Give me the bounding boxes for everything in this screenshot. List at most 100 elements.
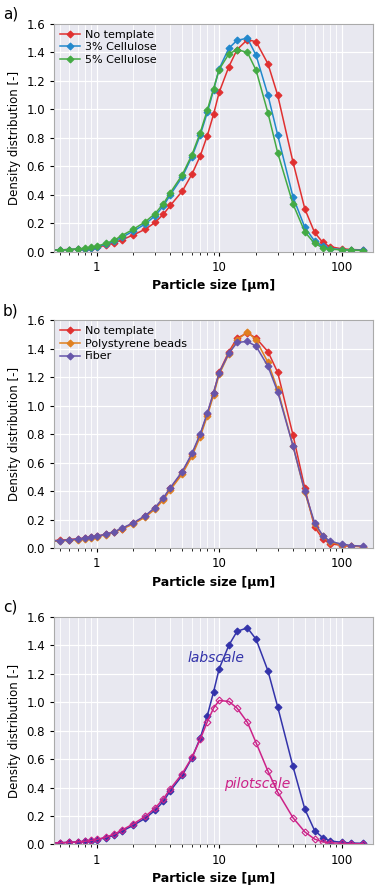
No template <box>46 535 50 546</box>
Legend: No template, Polystyrene beads, Fiber: No template, Polystyrene beads, Fiber <box>57 324 189 364</box>
3% Cellulose <box>94 242 99 252</box>
3% Cellulose <box>361 245 366 256</box>
Line: No template: No template <box>45 37 366 252</box>
pilotscale <box>67 837 72 847</box>
No template <box>57 244 62 255</box>
Fiber <box>46 536 50 547</box>
Polystyrene beads <box>361 541 366 552</box>
Polystyrene beads <box>89 533 93 543</box>
No template <box>235 333 239 343</box>
Fiber <box>291 441 295 451</box>
No template <box>361 541 366 552</box>
Polystyrene beads <box>190 451 194 462</box>
Polystyrene beads <box>153 504 157 515</box>
5% Cellulose <box>46 245 50 256</box>
No template <box>245 34 250 45</box>
No template <box>89 532 93 542</box>
No template <box>320 237 325 248</box>
5% Cellulose <box>328 244 332 254</box>
Line: 5% Cellulose: 5% Cellulose <box>45 47 366 253</box>
Polystyrene beads <box>217 369 222 380</box>
No template <box>180 467 185 478</box>
3% Cellulose <box>328 244 332 254</box>
pilotscale <box>254 738 258 748</box>
No template <box>254 333 258 343</box>
3% Cellulose <box>57 244 62 255</box>
5% Cellulose <box>67 244 72 255</box>
pilotscale <box>266 766 270 777</box>
5% Cellulose <box>217 64 222 75</box>
5% Cellulose <box>205 104 209 115</box>
labscale <box>119 826 124 837</box>
No template <box>245 327 250 338</box>
labscale <box>46 838 50 848</box>
Fiber <box>180 467 185 477</box>
Fiber <box>339 539 344 549</box>
labscale <box>254 634 258 645</box>
3% Cellulose <box>82 244 87 254</box>
3% Cellulose <box>67 244 72 255</box>
5% Cellulose <box>226 48 231 59</box>
No template <box>291 430 295 441</box>
5% Cellulose <box>302 227 307 237</box>
3% Cellulose <box>119 232 124 243</box>
3% Cellulose <box>226 43 231 54</box>
Polystyrene beads <box>302 487 307 498</box>
No template <box>94 242 99 252</box>
5% Cellulose <box>57 244 62 255</box>
No template <box>104 240 109 251</box>
No template <box>112 526 117 537</box>
5% Cellulose <box>161 199 166 210</box>
No template <box>89 243 93 253</box>
Fiber <box>112 526 117 537</box>
No template <box>328 242 332 252</box>
3% Cellulose <box>46 245 50 256</box>
No template <box>119 524 124 534</box>
3% Cellulose <box>266 90 270 101</box>
labscale <box>349 838 354 848</box>
Fiber <box>82 533 87 543</box>
No template <box>291 157 295 168</box>
pilotscale <box>75 837 80 847</box>
Polystyrene beads <box>254 334 258 345</box>
3% Cellulose <box>205 107 209 118</box>
Fiber <box>302 486 307 497</box>
5% Cellulose <box>94 241 99 252</box>
No template <box>302 483 307 493</box>
pilotscale <box>226 696 231 706</box>
No template <box>266 59 270 70</box>
Fiber <box>75 533 80 544</box>
Polystyrene beads <box>198 432 203 442</box>
5% Cellulose <box>361 245 366 256</box>
labscale <box>57 838 62 848</box>
No template <box>112 237 117 248</box>
labscale <box>205 710 209 721</box>
3% Cellulose <box>190 152 194 162</box>
labscale <box>198 732 203 743</box>
5% Cellulose <box>143 217 148 227</box>
No template <box>161 209 166 219</box>
No template <box>302 203 307 214</box>
3% Cellulose <box>89 243 93 253</box>
pilotscale <box>180 768 185 779</box>
labscale <box>339 837 344 847</box>
Fiber <box>94 531 99 541</box>
Fiber <box>161 492 166 503</box>
Fiber <box>254 341 258 351</box>
3% Cellulose <box>339 244 344 255</box>
No template <box>82 244 87 254</box>
No template <box>339 244 344 254</box>
labscale <box>112 830 117 840</box>
Line: 3% Cellulose: 3% Cellulose <box>45 36 366 252</box>
No template <box>161 493 166 504</box>
labscale <box>328 836 332 847</box>
labscale <box>67 837 72 847</box>
pilotscale <box>190 752 194 763</box>
No template <box>361 244 366 255</box>
No template <box>211 388 216 399</box>
pilotscale <box>302 827 307 838</box>
pilotscale <box>211 703 216 714</box>
5% Cellulose <box>153 208 157 219</box>
Fiber <box>266 361 270 372</box>
labscale <box>320 832 325 843</box>
